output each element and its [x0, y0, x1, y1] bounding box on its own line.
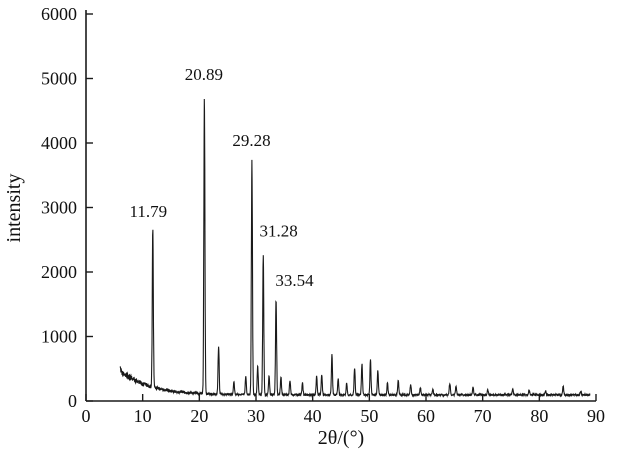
xrd-line: [119, 98, 591, 398]
x-axis-label: 2θ/(°): [318, 427, 364, 449]
y-tick-label: 6000: [41, 4, 77, 24]
x-tick-label: 50: [360, 406, 378, 426]
x-tick-label: 20: [190, 406, 208, 426]
y-axis-label: intensity: [3, 174, 25, 243]
peak-annotations: 11.79 20.89 29.28 31.28 33.54: [130, 65, 315, 290]
axes: 0 10 20 30 40 50 60 70 80 90 0 1000 2000 3000 4000 5000…: [41, 4, 605, 426]
x-tick-label: 70: [474, 406, 492, 426]
y-tick-label: 2000: [41, 262, 77, 282]
x-tick-label: 0: [82, 406, 91, 426]
peak-label-20.89: 20.89: [185, 65, 223, 84]
y-tick-label: 0: [68, 391, 77, 411]
y-tick-label: 5000: [41, 69, 77, 89]
x-tick-label: 30: [247, 406, 265, 426]
peak-label-33.54: 33.54: [275, 271, 314, 290]
y-tick-label: 3000: [41, 198, 77, 218]
peak-label-29.28: 29.28: [232, 131, 270, 150]
peak-label-31.28: 31.28: [260, 222, 298, 241]
x-tick-label: 40: [304, 406, 322, 426]
x-tick-label: 80: [530, 406, 548, 426]
y-tick-label: 4000: [41, 133, 77, 153]
x-tick-label: 90: [587, 406, 605, 426]
y-tick-label: 1000: [41, 327, 77, 347]
peak-label-11.79: 11.79: [130, 202, 168, 221]
x-tick-label: 60: [417, 406, 435, 426]
x-tick-label: 10: [134, 406, 152, 426]
diffraction-trace: [119, 98, 591, 398]
